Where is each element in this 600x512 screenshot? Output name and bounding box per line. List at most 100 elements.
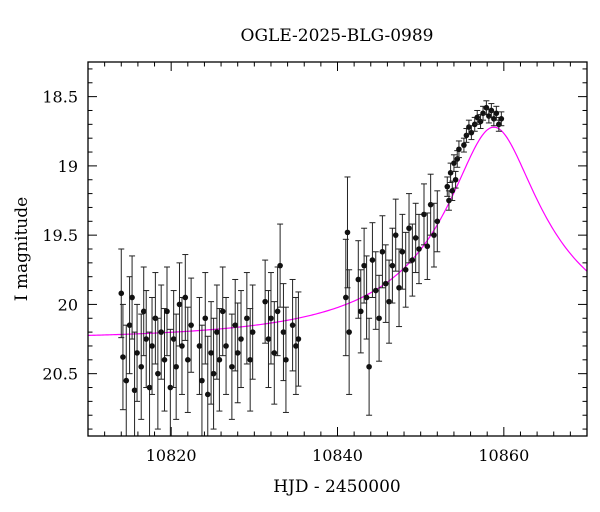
data-point [434,190,441,253]
point-marker [427,201,434,208]
point-marker [486,113,492,119]
y-tick-label: 18.5 [42,88,78,107]
data-point [216,308,223,412]
data-point [357,269,364,354]
point-marker [274,308,281,315]
data-point [164,266,171,357]
data-point [382,244,389,323]
point-marker [361,262,367,269]
data-point [427,173,434,236]
point-marker [138,363,145,370]
data-point [369,222,376,298]
data-point [265,290,272,389]
data-point [134,303,141,402]
point-marker [343,294,349,301]
point-marker [214,329,220,335]
point-marker [406,225,412,232]
point-marker [399,248,406,255]
x-tick-label: 10860 [478,446,529,465]
point-marker [402,266,409,273]
point-marker [449,188,456,194]
data-point [361,227,368,304]
data-point [452,170,459,189]
point-marker [466,124,472,130]
data-point [167,328,174,436]
data-point [198,324,205,436]
point-marker [386,298,392,305]
point-marker [366,363,372,370]
data-point [267,272,274,365]
data-point [234,302,241,404]
y-tick-label: 20.5 [42,365,78,384]
point-marker [431,232,437,238]
y-tick-label: 19.5 [42,226,78,245]
point-marker [409,257,416,263]
point-marker [444,183,451,190]
point-marker [277,262,283,269]
plot-area [88,100,587,436]
point-marker [382,280,389,287]
data-point [170,290,177,389]
data-point [123,324,130,436]
data-point [204,335,211,436]
point-marker [452,176,459,183]
point-marker [480,110,486,117]
point-marker [447,170,454,176]
data-point [277,223,284,308]
data-point [129,255,136,340]
point-marker [238,336,244,342]
data-point [202,272,209,365]
data-point [376,274,383,362]
point-marker [357,308,364,315]
point-marker [170,336,177,342]
point-marker [118,290,125,297]
point-marker [363,294,370,301]
data-point [213,284,220,380]
point-marker [389,262,396,269]
point-marker [146,384,153,391]
data-point [228,313,235,420]
point-marker [155,370,161,377]
data-point [178,296,185,395]
data-point [223,296,230,395]
point-marker [491,115,497,122]
plot-frame [87,61,588,437]
x-tick-label: 10820 [146,446,197,465]
data-point [154,317,161,430]
point-marker [496,121,502,128]
data-point [184,306,191,413]
point-marker [134,350,140,356]
data-point [372,251,379,330]
point-marker [129,294,135,301]
data-point [173,313,180,420]
data-point [126,276,133,375]
data-point [271,301,278,405]
data-point [498,111,505,127]
point-marker [456,146,462,153]
point-marker [223,343,229,349]
x-axis-label: HJD - 2450000 [273,477,401,497]
point-marker [463,132,470,139]
y-tick-label: 20 [58,295,78,314]
data-point [389,227,396,304]
x-tick-label: 10840 [312,446,363,465]
point-marker [355,276,362,283]
point-marker [461,142,467,148]
y-tick-label: 19 [58,157,78,176]
data-point [392,198,399,272]
point-marker [446,197,452,204]
data-point [158,284,165,380]
data-point [118,248,125,339]
data-point [399,213,406,290]
point-marker [182,294,189,301]
point-marker [210,370,217,377]
point-marker [421,211,427,218]
point-marker [451,160,457,166]
point-marker [424,243,431,250]
point-marker [416,246,422,252]
point-marker [179,343,185,349]
point-marker [268,315,274,322]
point-marker [232,322,239,328]
point-marker [204,391,211,398]
point-marker [474,114,481,121]
